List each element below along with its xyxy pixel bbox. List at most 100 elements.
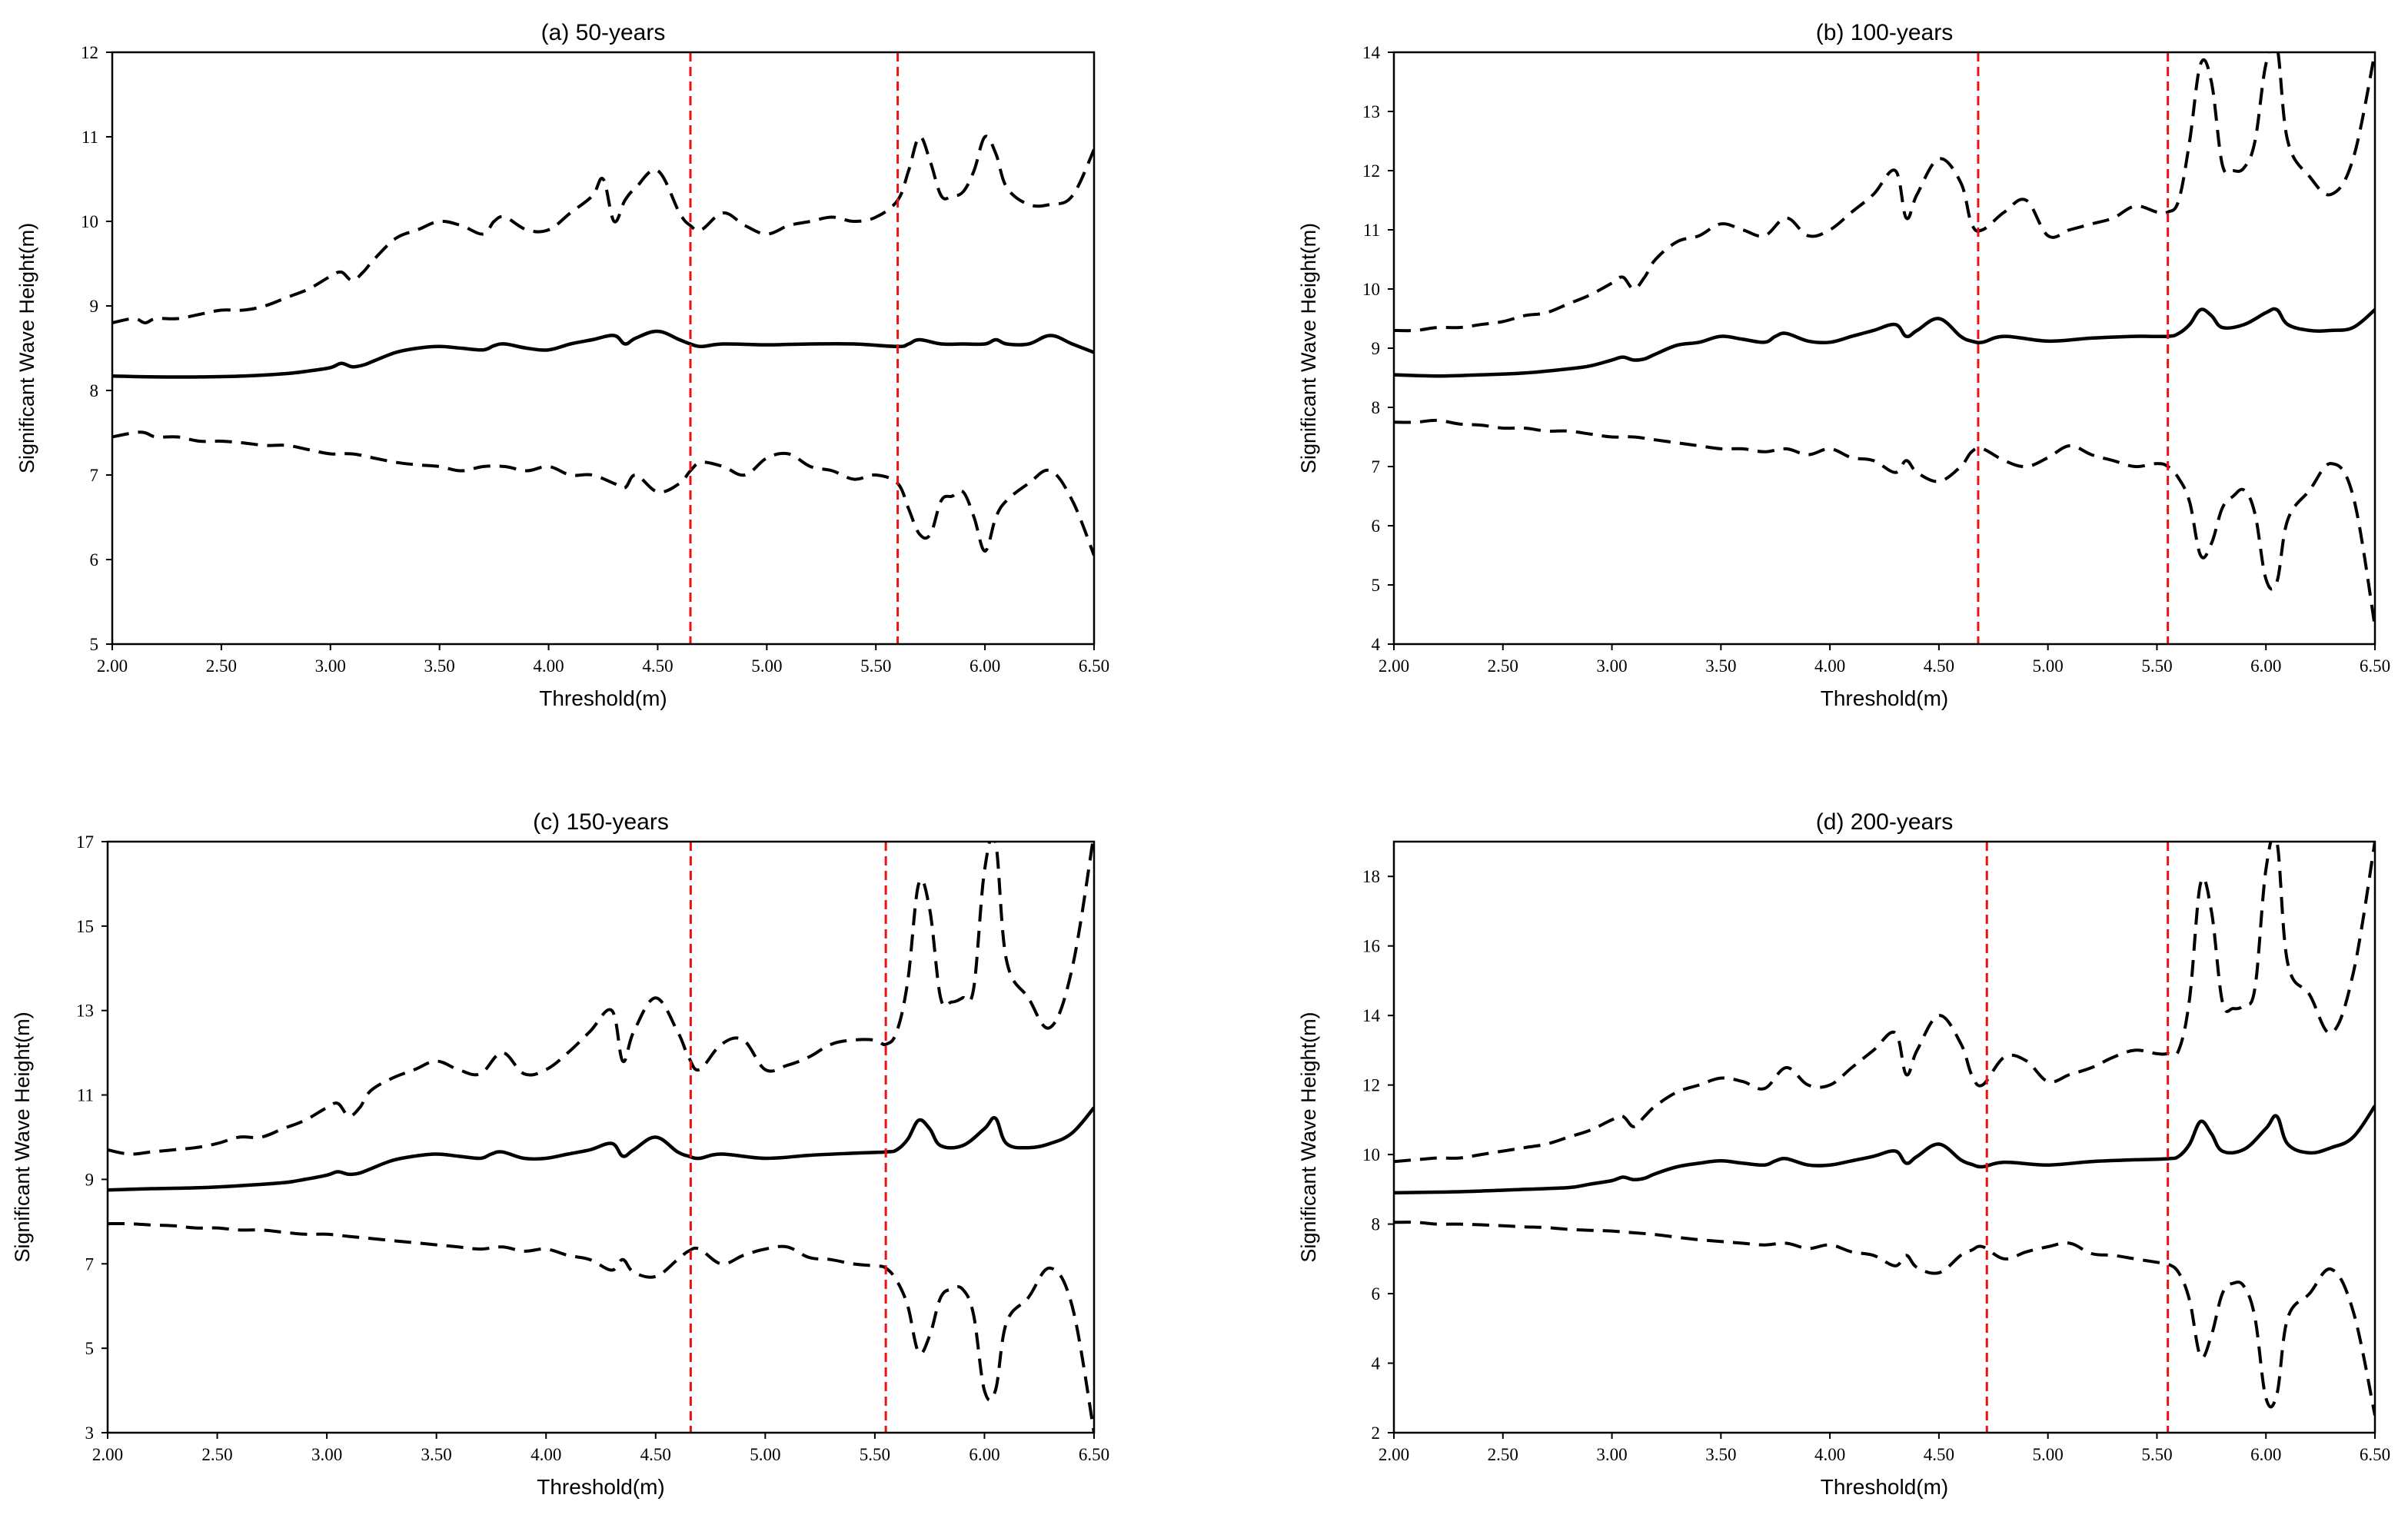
y-tick-label: 13	[76, 1002, 94, 1021]
y-tick-label: 9	[1372, 339, 1381, 358]
x-tick-label: 5.00	[2033, 656, 2064, 676]
x-tick-label: 6.00	[2250, 1445, 2281, 1464]
x-tick-label: 2.50	[206, 656, 237, 676]
x-tick-label: 4.00	[1814, 656, 1845, 676]
plot-frame	[1392, 840, 2376, 1434]
series-line-estimate	[1394, 1105, 2375, 1195]
x-tick-label: 2.50	[1488, 656, 1518, 676]
chart-title: (d) 200-years	[1816, 809, 1953, 835]
series-group	[1394, 842, 2375, 1416]
y-tick-label: 8	[1372, 398, 1381, 417]
series-group	[1394, 52, 2375, 627]
x-tick-label: 2.00	[97, 656, 128, 676]
plot-frame	[111, 51, 1096, 646]
y-tick-label: 11	[1363, 221, 1380, 240]
series-line-lower-bound	[112, 430, 1094, 556]
y-axis-label: Significant Wave Height(m)	[15, 223, 38, 473]
series-line-upper-bound	[108, 842, 1094, 1156]
y-axis-label: Significant Wave Height(m)	[11, 1011, 34, 1262]
y-tick-label: 4	[1372, 1354, 1381, 1374]
series-line-estimate	[112, 329, 1094, 379]
y-tick-label: 18	[1362, 867, 1380, 886]
y-tick-label: 12	[81, 43, 98, 62]
x-tick-label: 3.00	[315, 656, 346, 676]
y-tick-label: 12	[1362, 161, 1380, 181]
y-tick-label: 11	[77, 1086, 94, 1105]
x-tick-label: 3.00	[1596, 1445, 1627, 1464]
x-tick-label: 2.50	[1488, 1445, 1518, 1464]
x-tick-label: 2.00	[92, 1445, 123, 1464]
x-tick-label: 2.00	[1379, 1445, 1409, 1464]
x-tick-label: 5.50	[2141, 1445, 2172, 1464]
x-tick-label: 6.50	[2360, 656, 2390, 676]
x-tick-label: 2.00	[1379, 656, 1409, 676]
x-tick-label: 4.00	[530, 1445, 561, 1464]
x-tick-label: 5.00	[750, 1445, 780, 1464]
x-tick-label: 4.50	[1924, 1445, 1954, 1464]
x-axis-label: Threshold(m)	[1821, 686, 1948, 710]
x-tick-label: 4.50	[640, 1445, 671, 1464]
series-line-upper-bound	[1394, 842, 2375, 1164]
chart-title: (b) 100-years	[1816, 20, 1953, 45]
y-tick-label: 10	[1362, 1145, 1380, 1164]
chart-title: (a) 50-years	[541, 20, 666, 45]
chart-title: (c) 150-years	[533, 809, 669, 835]
y-tick-label: 11	[81, 128, 98, 147]
y-tick-label: 7	[85, 1254, 95, 1274]
y-tick-label: 9	[90, 297, 99, 316]
panel-b-100-years: (b) 100-years 2.00 2.50 3.00 3.50 4.00 4.50 5.0…	[1297, 20, 2390, 710]
x-tick-label: 6.50	[2360, 1445, 2390, 1464]
y-tick-label: 13	[1362, 102, 1380, 121]
panel-d-200-years: (d) 200-years 2.00 2.50 3.00 3.50 4.00 4.50 5.0…	[1297, 809, 2390, 1499]
x-axis-label: Threshold(m)	[1821, 1475, 1948, 1499]
series-line-lower-bound	[1394, 1221, 2375, 1416]
x-tick-label: 4.50	[642, 656, 673, 676]
y-tick-label: 6	[1372, 1284, 1381, 1304]
y-tick-label: 12	[1362, 1076, 1380, 1095]
plot-frame	[106, 840, 1096, 1434]
y-tick-label: 8	[1372, 1215, 1381, 1234]
panel-a-50-years: (a) 50-years 2.00 2.50 3.00 3.50 4.00 4.50 5.00…	[15, 20, 1109, 710]
series-line-lower-bound	[108, 1221, 1094, 1433]
plot-frame	[1392, 51, 2376, 646]
x-tick-label: 3.00	[311, 1445, 342, 1464]
x-tick-label: 5.00	[751, 656, 782, 676]
x-tick-label: 3.50	[1705, 656, 1736, 676]
y-axis-label: Significant Wave Height(m)	[1297, 1011, 1320, 1262]
y-tick-label: 6	[90, 550, 99, 570]
y-tick-label: 16	[1362, 937, 1380, 956]
y-tick-label: 15	[76, 917, 94, 936]
y-tick-label: 8	[90, 381, 99, 400]
x-tick-label: 3.00	[1596, 656, 1627, 676]
x-tick-label: 4.00	[533, 656, 564, 676]
y-tick-label: 17	[76, 832, 94, 852]
series-line-estimate	[108, 1106, 1094, 1192]
y-axis-label: Significant Wave Height(m)	[1297, 223, 1320, 473]
y-tick-label: 10	[1362, 280, 1380, 299]
y-tick-label: 4	[1372, 635, 1381, 654]
series-line-upper-bound	[112, 135, 1094, 324]
y-tick-label: 5	[90, 635, 99, 654]
x-tick-label: 6.00	[969, 1445, 999, 1464]
y-tick-label: 7	[1372, 457, 1381, 477]
x-tick-label: 3.50	[421, 1445, 452, 1464]
series-line-estimate	[1394, 307, 2375, 378]
x-tick-label: 6.50	[1079, 656, 1109, 676]
panel-c-150-years: (c) 150-years 2.00 2.50 3.00 3.50 4.00 4.50 5.0…	[11, 809, 1109, 1499]
x-tick-label: 3.50	[1705, 1445, 1736, 1464]
series-line-lower-bound	[1394, 418, 2375, 627]
y-tick-label: 14	[1362, 1006, 1381, 1025]
series-group	[112, 135, 1094, 556]
series-group	[108, 842, 1094, 1433]
y-tick-label: 14	[1362, 43, 1381, 62]
x-tick-label: 2.50	[201, 1445, 232, 1464]
x-tick-label: 5.50	[860, 1445, 890, 1464]
y-tick-label: 2	[1372, 1423, 1381, 1443]
series-line-upper-bound	[1394, 52, 2375, 333]
x-tick-label: 3.50	[424, 656, 455, 676]
y-tick-label: 6	[1372, 517, 1381, 536]
y-tick-label: 9	[85, 1170, 95, 1189]
x-tick-label: 6.50	[1079, 1445, 1109, 1464]
y-tick-label: 5	[1372, 576, 1381, 595]
